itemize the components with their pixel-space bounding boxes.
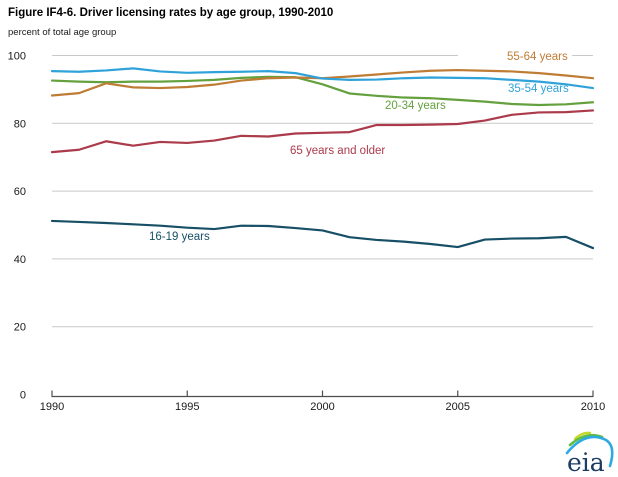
series-line-20-34-years	[50, 75, 595, 107]
series-line-16-19-years	[50, 219, 595, 250]
series-label-35-54-years: 35-54 years	[508, 83, 569, 95]
series-label-16-19-years: 16-19 years	[149, 231, 210, 243]
x-tick-label-2005: 2005	[446, 401, 470, 413]
x-tick-label-1995: 1995	[175, 401, 199, 413]
series-line-65-years-and-older	[50, 109, 595, 154]
y-tick-label-20: 20	[14, 322, 26, 334]
eia-logo: eia	[565, 431, 614, 477]
series-label-55-64-years: 55-64 years	[507, 51, 568, 63]
eia-logo-green-arc	[568, 433, 604, 447]
series-label-20-34-years: 20-34 years	[385, 100, 446, 112]
series-line-35-54-years	[50, 67, 595, 90]
y-tick-label-80: 80	[14, 118, 26, 130]
y-tick-label-100: 100	[8, 51, 26, 63]
gridline-label-mask-0	[458, 48, 572, 62]
eia-logo-yellow-arc	[573, 431, 592, 441]
y-tick-label-40: 40	[14, 254, 26, 266]
eia-logo-blue-swoosh	[565, 435, 614, 468]
x-tick-label-2000: 2000	[310, 401, 334, 413]
x-tick-label-1990: 1990	[40, 401, 64, 413]
series-label-65-years-and-older: 65 years and older	[290, 145, 385, 157]
chart-subtitle: percent of total age group	[8, 27, 117, 38]
eia-logo-text: eia	[567, 448, 605, 477]
y-tick-label-60: 60	[14, 186, 26, 198]
chart-title: Figure IF4-6. Driver licensing rates by …	[8, 7, 334, 19]
x-tick-label-2010: 2010	[581, 401, 605, 413]
y-tick-label-0: 0	[20, 390, 26, 402]
